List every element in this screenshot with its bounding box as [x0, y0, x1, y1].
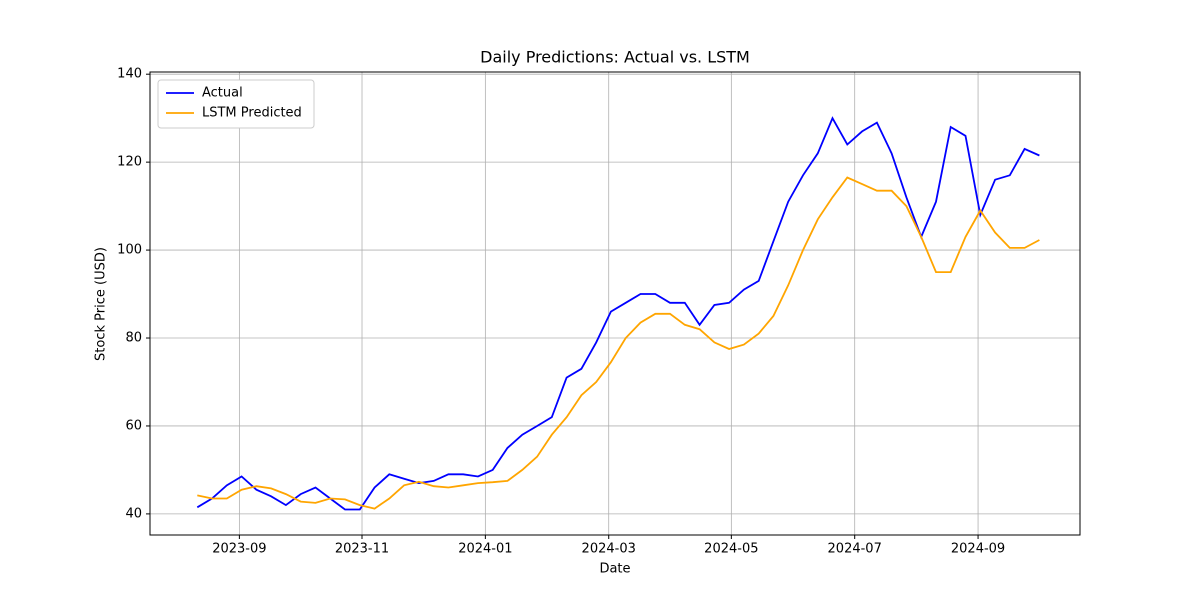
x-tick-label: 2024-09	[951, 542, 1005, 557]
y-tick-label: 100	[117, 243, 142, 258]
y-tick-label: 40	[125, 506, 142, 521]
legend: Actual LSTM Predicted	[157, 79, 315, 129]
y-tick-label: 60	[125, 418, 142, 433]
x-tick-label: 2023-11	[335, 542, 389, 557]
y-axis-label: Stock Price (USD)	[94, 247, 109, 361]
line-series	[196, 116, 1040, 511]
line-series	[197, 176, 1040, 510]
y-tick-label: 80	[125, 331, 142, 346]
legend-box	[157, 79, 315, 129]
x-tick-label: 2024-07	[828, 542, 882, 557]
y-tick-label: 140	[117, 67, 142, 82]
chart-title: Daily Predictions: Actual vs. LSTM	[480, 48, 750, 67]
plot-frame	[149, 71, 1081, 536]
x-tick-label: 2023-09	[212, 542, 266, 557]
x-tick-label: 2024-01	[458, 542, 512, 557]
x-tick-label: 2024-05	[704, 542, 758, 557]
x-tick-label: 2024-03	[582, 542, 636, 557]
x-axis-label: Date	[599, 562, 630, 577]
y-tick-label: 120	[117, 155, 142, 170]
legend-label: LSTM Predicted	[202, 106, 302, 121]
legend-label: Actual	[202, 86, 243, 101]
